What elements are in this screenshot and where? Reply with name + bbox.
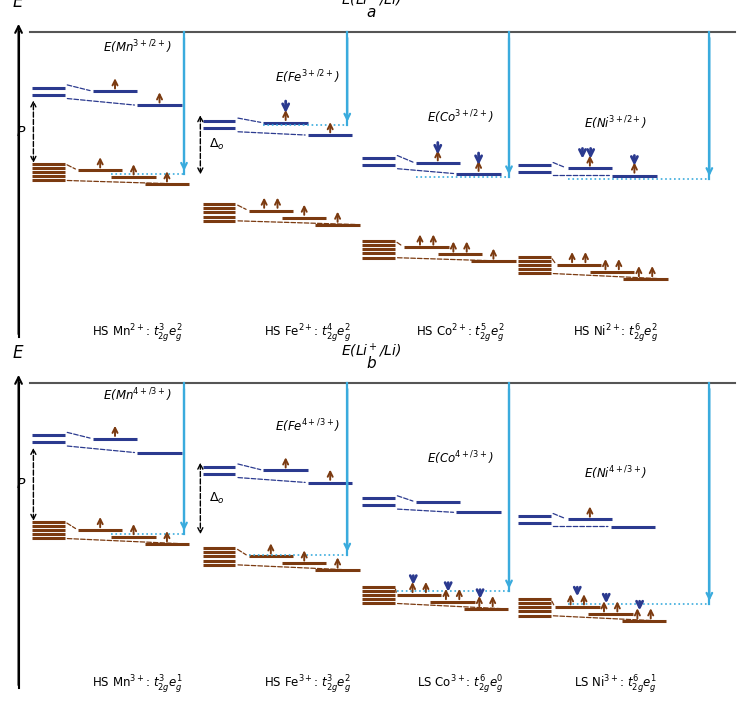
Text: HS Fe$^{2+}$: $t_{2g}^4e_g^2$: HS Fe$^{2+}$: $t_{2g}^4e_g^2$: [264, 322, 352, 344]
Text: $E$(Ni$^{3+/2+}$): $E$(Ni$^{3+/2+}$): [584, 114, 648, 132]
Text: $E$(Fe$^{4+/3+}$): $E$(Fe$^{4+/3+}$): [275, 418, 341, 435]
Text: $P$: $P$: [16, 477, 26, 491]
Text: HS Co$^{2+}$: $t_{2g}^5e_g^2$: HS Co$^{2+}$: $t_{2g}^5e_g^2$: [416, 322, 505, 344]
Text: $E$(Ni$^{4+/3+}$): $E$(Ni$^{4+/3+}$): [584, 464, 648, 482]
Text: $\Delta_o$: $\Delta_o$: [209, 137, 225, 152]
Text: $E$(Co$^{4+/3+}$): $E$(Co$^{4+/3+}$): [427, 449, 493, 467]
Text: $E$: $E$: [13, 343, 24, 362]
Text: $E$: $E$: [13, 0, 24, 11]
Text: LS Co$^{3+}$: $t_{2g}^6e_g^0$: LS Co$^{3+}$: $t_{2g}^6e_g^0$: [417, 673, 503, 695]
Text: HS Fe$^{3+}$: $t_{2g}^3e_g^2$: HS Fe$^{3+}$: $t_{2g}^3e_g^2$: [264, 673, 352, 695]
Text: LS Ni$^{3+}$: $t_{2g}^6e_g^1$: LS Ni$^{3+}$: $t_{2g}^6e_g^1$: [574, 673, 657, 695]
Text: HS Mn$^{3+}$: $t_{2g}^3e_g^1$: HS Mn$^{3+}$: $t_{2g}^3e_g^1$: [92, 673, 183, 695]
Text: $E$(Co$^{3+/2+}$): $E$(Co$^{3+/2+}$): [427, 109, 493, 126]
Text: HS Ni$^{2+}$: $t_{2g}^6e_g^2$: HS Ni$^{2+}$: $t_{2g}^6e_g^2$: [574, 322, 658, 344]
Text: $E$(Li$^+$/Li): $E$(Li$^+$/Li): [341, 341, 401, 359]
Text: $E$(Li$^+$/Li): $E$(Li$^+$/Li): [341, 0, 401, 8]
Text: a: a: [367, 5, 375, 20]
Text: $E$(Mn$^{4+/3+}$): $E$(Mn$^{4+/3+}$): [103, 386, 171, 404]
Text: $P$: $P$: [16, 125, 26, 138]
Text: $E$(Mn$^{3+/2+}$): $E$(Mn$^{3+/2+}$): [103, 39, 171, 56]
Text: $E$(Fe$^{3+/2+}$): $E$(Fe$^{3+/2+}$): [275, 68, 341, 86]
Text: $\Delta_o$: $\Delta_o$: [209, 491, 225, 506]
Text: b: b: [367, 356, 375, 371]
Text: HS Mn$^{2+}$: $t_{2g}^3e_g^2$: HS Mn$^{2+}$: $t_{2g}^3e_g^2$: [92, 322, 183, 344]
